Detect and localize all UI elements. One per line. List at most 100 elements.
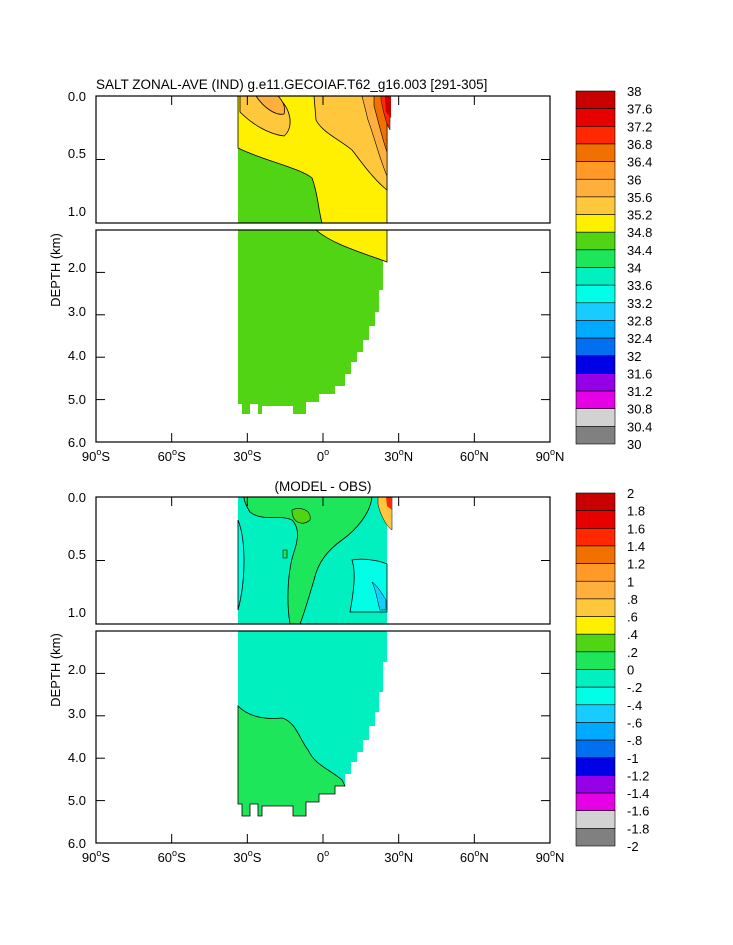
difference-colorbar-label: 1 <box>627 574 634 589</box>
difference-colorbar-label: 1.6 <box>627 521 645 536</box>
difference-colorbar-swatch <box>575 704 616 723</box>
difference-region-spot <box>282 549 288 559</box>
salinity-colorbar-swatch <box>575 355 616 374</box>
salinity-colorbar: 38 37.6 37.2 36.8 36.4 36 35.6 35.2 34.8 34.4 34 33… <box>575 84 652 452</box>
difference-colorbar-swatch <box>575 739 616 759</box>
difference-colorbar-label: 1.4 <box>627 539 645 554</box>
difference-axis-ticks <box>95 496 551 844</box>
salinity-colorbar-swatch <box>575 126 616 145</box>
salinity-region-34.4 <box>238 148 322 223</box>
salinity-colorbar-swatch <box>575 161 616 180</box>
difference-y-tick-label: 2.0 <box>68 662 86 677</box>
salinity-colorbar-swatch <box>575 214 616 233</box>
difference-colorbar-swatch <box>575 775 616 794</box>
difference-y-tick-label: 1.0 <box>68 605 86 620</box>
salinity-x-tick-label: 90oN <box>536 447 565 464</box>
salinity-colorbar-label: 34.4 <box>627 243 652 258</box>
salinity-y-tick-label: 1.0 <box>68 204 86 219</box>
difference-colorbar-label: -2 <box>627 839 639 854</box>
salinity-colorbar-label: 37.2 <box>627 119 652 134</box>
difference-region-0.2 <box>243 497 373 624</box>
difference-y-tick-label: 6.0 <box>68 836 86 851</box>
salinity-y-tick-label: 0.5 <box>68 146 86 161</box>
difference-y-tick-label: 3.0 <box>68 706 86 721</box>
salinity-colorbar-label: 32.8 <box>627 313 652 328</box>
difference-region-0.2-deep <box>237 705 346 817</box>
difference-colorbar-label: 1.8 <box>627 504 645 519</box>
salinity-y-tick-label: 2.0 <box>68 260 86 275</box>
salinity-x-tick-label: 30oS <box>233 447 261 464</box>
difference-region-positive-peak <box>386 497 392 510</box>
salinity-x-tick-label: 0o <box>317 447 329 464</box>
difference-colorbar-swatch <box>575 545 616 564</box>
difference-x-tick-label: 60oN <box>460 848 489 865</box>
salinity-colorbar-swatch <box>575 90 616 109</box>
salinity-colorbar-label: 31.2 <box>627 384 652 399</box>
salinity-colorbar-swatch <box>575 249 616 268</box>
difference-colorbar-swatch <box>575 651 616 670</box>
salinity-colorbar-label: 34.8 <box>627 225 652 240</box>
difference-colorbar-label: -.8 <box>627 733 642 748</box>
difference-colorbar-swatch <box>575 598 616 617</box>
difference-title: (MODEL - OBS) <box>274 479 371 494</box>
salinity-colorbar-swatch <box>575 267 616 286</box>
difference-colorbar-label: -1.4 <box>627 786 649 801</box>
difference-x-tick-label: 0o <box>317 848 329 865</box>
salinity-colorbar-label: 33.6 <box>627 278 652 293</box>
difference-colorbar-swatch <box>575 633 616 653</box>
salinity-colorbar-label: 30 <box>627 437 641 452</box>
salinity-colorbar-swatch <box>575 373 616 392</box>
difference-colorbar-swatch <box>575 810 616 829</box>
difference-colorbar: 21.81.61.41.21.8.6.4.20-.2-.4-.6-.8-1-1.… <box>575 486 649 854</box>
difference-y-axis-label: DEPTH (km) <box>48 633 63 707</box>
salinity-colorbar-label: 35.2 <box>627 208 652 223</box>
difference-colorbar-swatch <box>575 722 616 741</box>
difference-x-tick-label: 60oS <box>158 848 186 865</box>
difference-colorbar-label: .6 <box>627 610 638 625</box>
salinity-x-tick-label: 60oN <box>460 447 489 464</box>
difference-colorbar-swatch <box>575 510 616 529</box>
difference-x-tick-label: 90oN <box>536 848 565 865</box>
salinity-colorbar-swatch <box>575 302 616 321</box>
salinity-x-tick-label: 30oN <box>384 447 413 464</box>
salinity-colorbar-label: 36.4 <box>627 155 652 170</box>
salinity-colorbar-label: 37.6 <box>627 102 652 117</box>
salinity-panel: SALT ZONAL-AVE (IND) g.e11.GECOIAF.T62_g… <box>48 77 652 464</box>
difference-colorbar-label: -1.6 <box>627 804 649 819</box>
salinity-field-upper <box>237 96 391 223</box>
salinity-colorbar-label: 30.8 <box>627 402 652 417</box>
salinity-x-tick-label: 60oS <box>158 447 186 464</box>
salinity-colorbar-label: 35.6 <box>627 190 652 205</box>
salinity-colorbar-swatch <box>575 178 616 198</box>
salinity-colorbar-label: 30.4 <box>627 419 652 434</box>
difference-y-tick-labels: 0.0 0.5 1.0 2.0 3.0 4.0 5.0 6.0 <box>68 490 86 851</box>
salinity-colorbar-label: 36.8 <box>627 137 652 152</box>
difference-x-tick-label: 30oN <box>384 848 413 865</box>
difference-region-0.4 <box>291 508 311 524</box>
difference-colorbar-label: -1.2 <box>627 768 649 783</box>
salinity-title: SALT ZONAL-AVE (IND) g.e11.GECOIAF.T62_g… <box>96 77 487 92</box>
difference-field-upper <box>237 497 393 624</box>
salinity-region-34.8-deep <box>238 230 388 263</box>
difference-colorbar-label: -.2 <box>627 680 642 695</box>
salinity-colorbar-label: 38 <box>627 84 641 99</box>
salinity-y-tick-label: 5.0 <box>68 392 86 407</box>
difference-panel: (MODEL - OBS) DEPTH (km) 0.0 0.5 1.0 2.0… <box>48 479 649 865</box>
salinity-colorbar-swatch <box>575 196 616 215</box>
difference-colorbar-swatch <box>575 616 616 635</box>
salinity-y-tick-label: 6.0 <box>68 435 86 450</box>
salinity-colorbar-label: 32.4 <box>627 331 652 346</box>
salinity-x-tick-labels: 90oS 60oS 30oS 0o 30oN 60oN 90oN <box>82 447 565 464</box>
salinity-colorbar-label: 34 <box>627 261 641 276</box>
salinity-colorbar-swatch <box>575 231 616 251</box>
difference-colorbar-swatch <box>575 492 616 511</box>
difference-y-tick-label: 4.0 <box>68 750 86 765</box>
difference-colorbar-swatch <box>575 686 616 706</box>
salinity-colorbar-swatch <box>575 426 616 445</box>
difference-y-tick-label: 0.5 <box>68 547 86 562</box>
difference-colorbar-swatch <box>575 669 616 688</box>
salinity-axis-ticks <box>95 95 551 443</box>
salinity-region-38 <box>385 96 391 118</box>
salinity-colorbar-swatch <box>575 390 616 409</box>
